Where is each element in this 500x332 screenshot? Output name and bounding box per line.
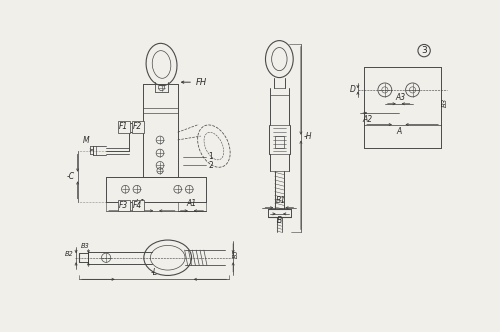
Text: -L1: -L1 — [134, 200, 145, 208]
Text: B3: B3 — [442, 98, 448, 107]
Bar — [274, 136, 284, 148]
Text: F2: F2 — [133, 123, 142, 131]
Text: A1: A1 — [186, 200, 196, 208]
Text: 2: 2 — [208, 161, 214, 170]
Text: FH: FH — [196, 78, 207, 87]
Text: D: D — [350, 85, 356, 94]
Text: -H: -H — [304, 131, 312, 140]
Text: -C: -C — [66, 172, 74, 181]
Text: 1: 1 — [208, 152, 214, 161]
Text: A2: A2 — [362, 115, 372, 124]
Text: M: M — [82, 135, 89, 144]
Text: -L: -L — [150, 268, 158, 277]
Text: B3: B3 — [81, 242, 90, 249]
Text: F1: F1 — [119, 123, 128, 131]
Text: F4: F4 — [133, 201, 142, 210]
Text: A3: A3 — [395, 93, 406, 102]
Text: A: A — [396, 127, 402, 136]
Text: B: B — [276, 216, 282, 225]
Text: B5: B5 — [232, 249, 238, 258]
Text: B2: B2 — [65, 251, 74, 257]
Text: F3: F3 — [119, 201, 128, 210]
Text: B1: B1 — [276, 197, 286, 206]
Text: 3: 3 — [421, 46, 427, 55]
